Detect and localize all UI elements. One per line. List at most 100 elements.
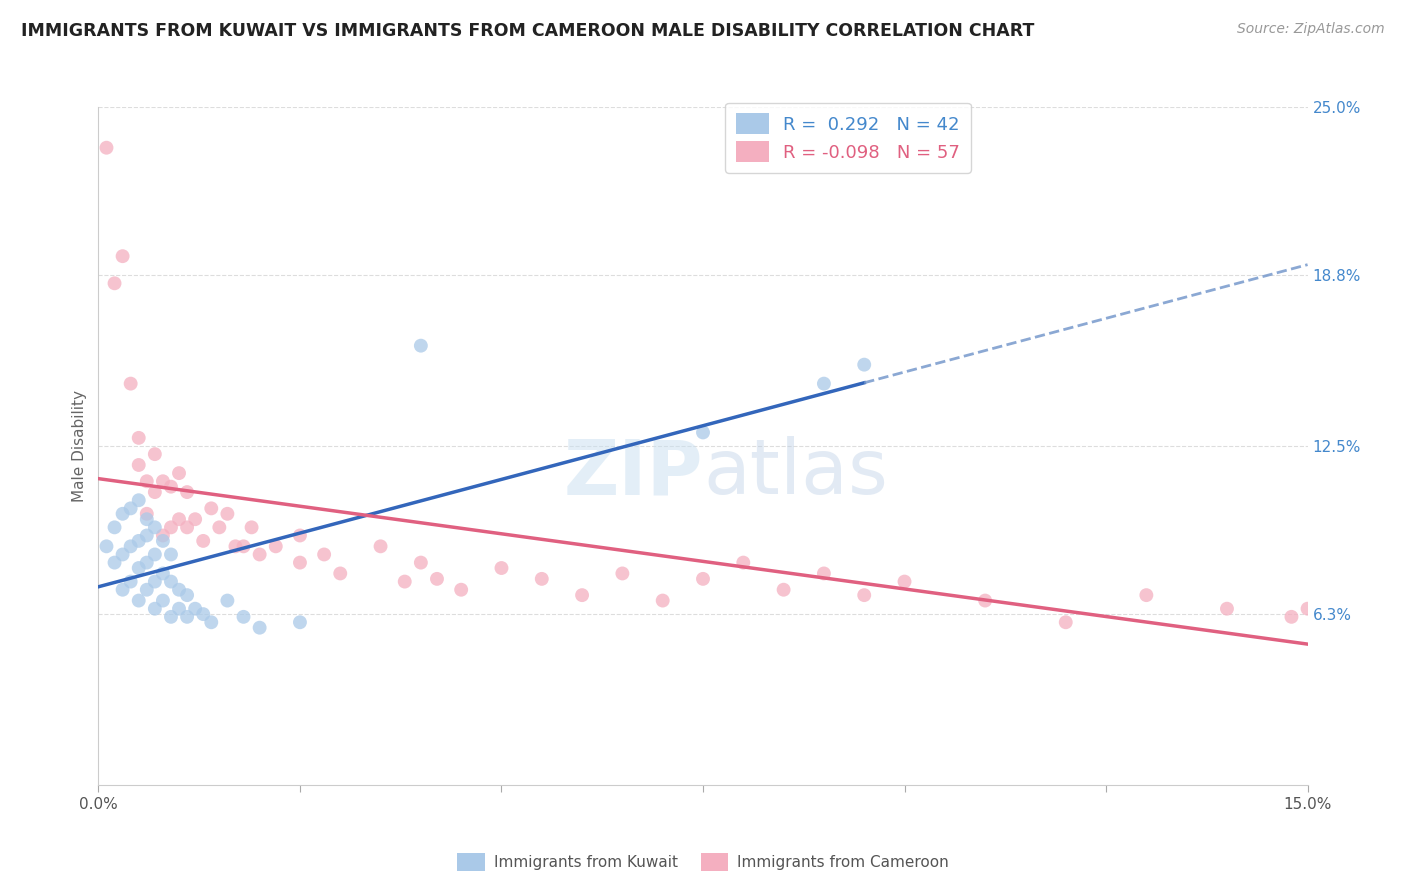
Point	[128, 561, 150, 575]
Text: ZIP: ZIP	[564, 436, 703, 510]
Point	[249, 548, 271, 562]
Point	[143, 601, 166, 615]
Point	[120, 574, 142, 589]
Point	[96, 141, 118, 155]
Point	[1312, 588, 1334, 602]
Point	[135, 528, 157, 542]
Point	[128, 431, 150, 445]
Point	[193, 607, 215, 621]
Point	[184, 601, 207, 615]
Text: atlas: atlas	[703, 436, 887, 510]
Point	[1216, 601, 1239, 615]
Point	[288, 528, 311, 542]
Point	[1361, 601, 1384, 615]
Point	[651, 593, 673, 607]
Point	[160, 574, 183, 589]
Text: IMMIGRANTS FROM KUWAIT VS IMMIGRANTS FROM CAMEROON MALE DISABILITY CORRELATION C: IMMIGRANTS FROM KUWAIT VS IMMIGRANTS FRO…	[21, 22, 1035, 40]
Point	[1054, 615, 1077, 630]
Point	[160, 480, 183, 494]
Point	[193, 533, 215, 548]
Point	[772, 582, 794, 597]
Point	[184, 512, 207, 526]
Point	[692, 425, 714, 440]
Point	[152, 566, 174, 581]
Point	[167, 601, 190, 615]
Point	[135, 512, 157, 526]
Point	[120, 539, 142, 553]
Point	[224, 539, 246, 553]
Point	[135, 507, 157, 521]
Point	[329, 566, 352, 581]
Point	[217, 593, 239, 607]
Point	[200, 501, 222, 516]
Point	[612, 566, 634, 581]
Point	[1135, 588, 1157, 602]
Point	[200, 615, 222, 630]
Point	[143, 548, 166, 562]
Point	[167, 582, 190, 597]
Point	[409, 339, 432, 353]
Point	[370, 539, 392, 553]
Point	[733, 556, 755, 570]
Point	[135, 475, 157, 489]
Point	[176, 588, 198, 602]
Point	[853, 358, 876, 372]
Point	[152, 475, 174, 489]
Legend: Immigrants from Kuwait, Immigrants from Cameroon: Immigrants from Kuwait, Immigrants from …	[451, 847, 955, 877]
Point	[128, 458, 150, 472]
Point	[1296, 601, 1319, 615]
Point	[288, 556, 311, 570]
Point	[217, 507, 239, 521]
Point	[103, 520, 125, 534]
Point	[288, 615, 311, 630]
Point	[167, 512, 190, 526]
Point	[103, 556, 125, 570]
Point	[692, 572, 714, 586]
Point	[1281, 610, 1303, 624]
Point	[530, 572, 553, 586]
Point	[152, 593, 174, 607]
Point	[426, 572, 449, 586]
Point	[232, 610, 254, 624]
Point	[264, 539, 287, 553]
Point	[143, 520, 166, 534]
Point	[409, 556, 432, 570]
Point	[1337, 610, 1360, 624]
Point	[394, 574, 416, 589]
Point	[249, 621, 271, 635]
Y-axis label: Male Disability: Male Disability	[72, 390, 87, 502]
Point	[143, 447, 166, 461]
Point	[128, 533, 150, 548]
Point	[167, 466, 190, 480]
Point	[208, 520, 231, 534]
Point	[314, 548, 336, 562]
Point	[111, 548, 134, 562]
Point	[450, 582, 472, 597]
Point	[143, 485, 166, 500]
Point	[120, 376, 142, 391]
Point	[160, 610, 183, 624]
Text: Source: ZipAtlas.com: Source: ZipAtlas.com	[1237, 22, 1385, 37]
Point	[176, 610, 198, 624]
Point	[135, 582, 157, 597]
Point	[111, 582, 134, 597]
Point	[893, 574, 915, 589]
Point	[232, 539, 254, 553]
Point	[128, 593, 150, 607]
Point	[103, 277, 125, 291]
Point	[813, 566, 835, 581]
Point	[571, 588, 593, 602]
Point	[96, 539, 118, 553]
Point	[491, 561, 513, 575]
Point	[176, 485, 198, 500]
Point	[160, 520, 183, 534]
Point	[853, 588, 876, 602]
Point	[120, 501, 142, 516]
Point	[128, 493, 150, 508]
Point	[111, 249, 134, 263]
Point	[152, 528, 174, 542]
Point	[176, 520, 198, 534]
Point	[135, 556, 157, 570]
Point	[813, 376, 835, 391]
Point	[974, 593, 997, 607]
